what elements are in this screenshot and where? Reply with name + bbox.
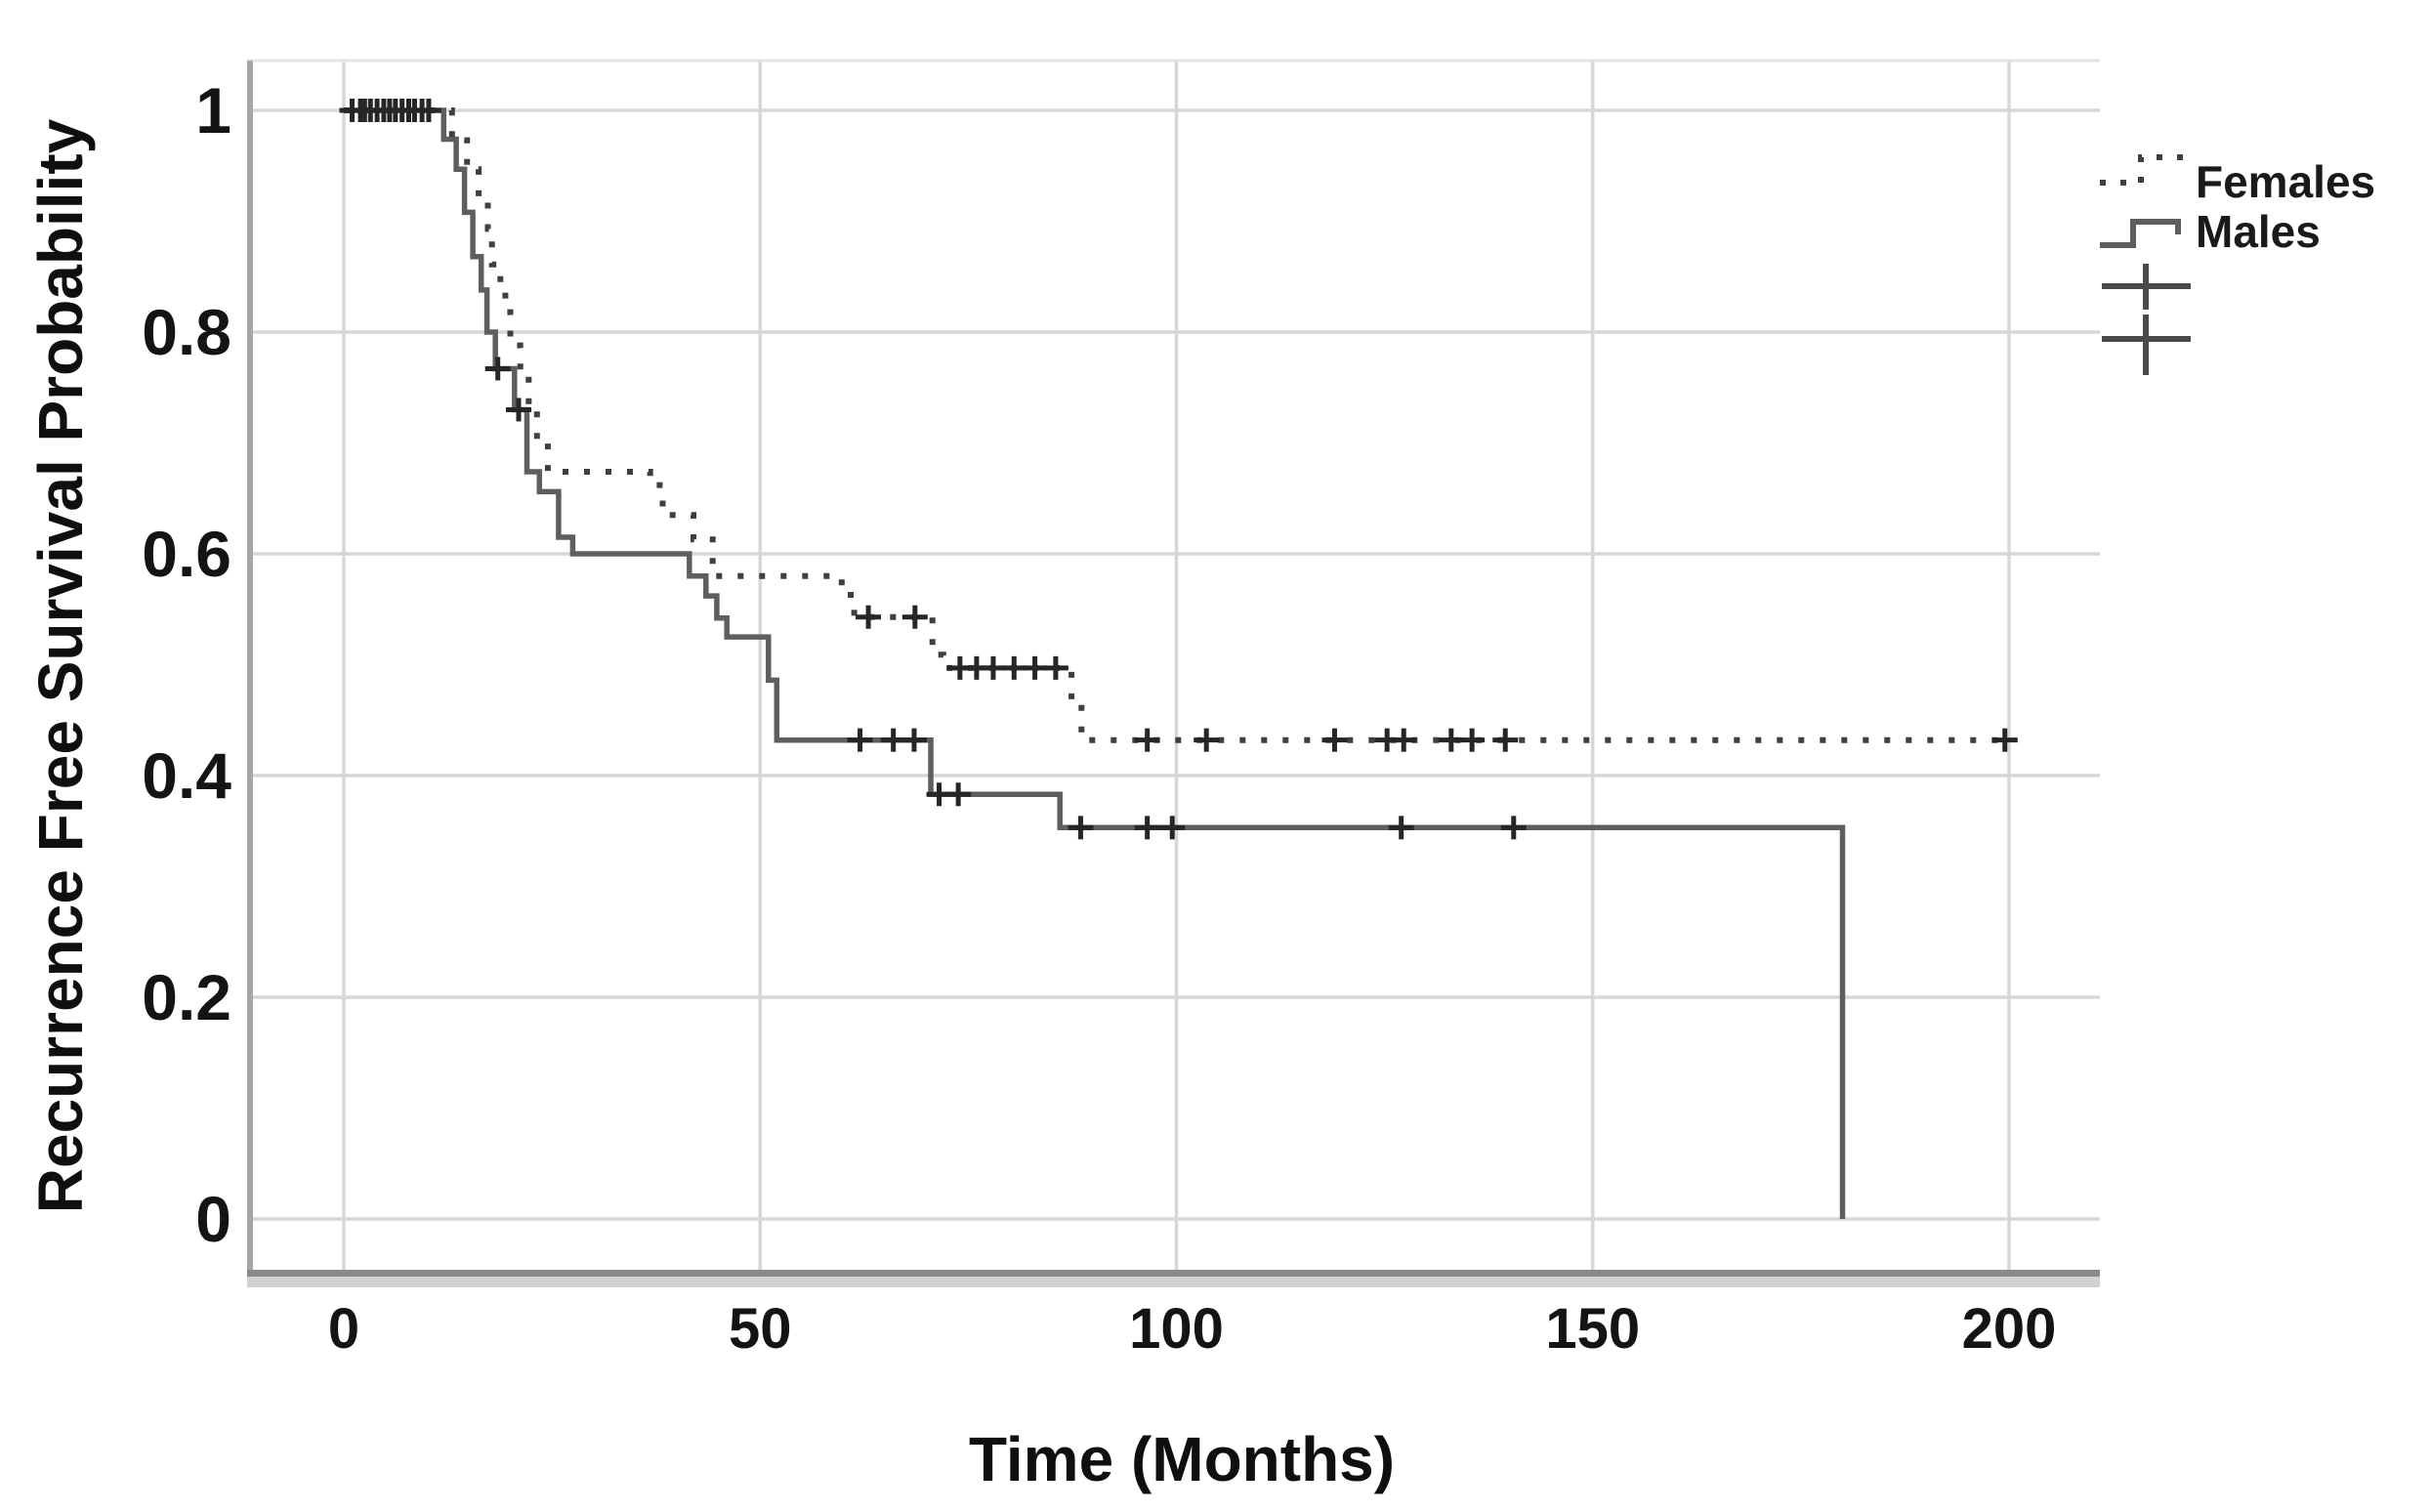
males-censor-mark (415, 99, 441, 122)
males-censor-mark (1134, 816, 1160, 840)
y-tick-label: 0.4 (142, 739, 231, 812)
females-censor-mark (856, 605, 882, 629)
censor-marks (339, 99, 2018, 840)
x-axis-line (247, 1270, 2100, 1277)
legend-label-males: Males (2196, 206, 2321, 257)
plot-frame (247, 59, 2100, 1287)
legend-censor-plus-icon (2102, 264, 2191, 310)
legend-label-females: Females (2196, 156, 2375, 207)
x-axis-band (247, 1277, 2100, 1287)
x-axis-title: Time (Months) (969, 1424, 1395, 1494)
females-censor-mark (1459, 728, 1486, 752)
x-tick-label: 100 (1129, 1297, 1224, 1361)
x-tick-label: 50 (729, 1297, 792, 1361)
females-censor-mark (1042, 655, 1068, 680)
gridlines (247, 61, 2100, 1270)
males-censor-mark (945, 782, 972, 807)
axis-tick-labels: 1 0.8 0.6 0.4 0.2 0 0 50 100 150 200 (142, 74, 2056, 1361)
x-tick-label: 150 (1545, 1297, 1640, 1361)
males-censor-mark (1500, 816, 1527, 840)
males-censor-mark (1388, 816, 1414, 840)
legend-censor-plus-icon (2102, 315, 2191, 375)
y-tick-label: 0 (195, 1183, 231, 1255)
legend-females-line-sample (2100, 154, 2186, 186)
females-censor-mark (1991, 728, 2018, 752)
y-tick-label: 0.8 (142, 296, 231, 368)
x-tick-label: 200 (1962, 1297, 2057, 1361)
males-censor-mark (484, 357, 511, 381)
males-censor-mark (506, 398, 532, 422)
males-censor-mark (847, 728, 873, 752)
females-censor-mark (1134, 728, 1160, 752)
females-censor-mark (1194, 728, 1220, 752)
females-censor-mark (1321, 728, 1348, 752)
survival-curves (344, 107, 2009, 1219)
y-tick-label: 1 (195, 74, 231, 147)
females-censor-mark (1492, 728, 1519, 752)
females-censor-mark (1391, 728, 1417, 752)
males-censor-mark (1159, 816, 1186, 840)
x-tick-label: 0 (328, 1297, 359, 1361)
males-curve (344, 107, 1846, 1219)
y-tick-label: 0.2 (142, 961, 231, 1033)
legend-males-line-sample (2100, 219, 2181, 248)
y-axis-title: Recurrence Free Survival Probability (25, 118, 96, 1213)
males-censor-mark (1068, 816, 1094, 840)
legend: Females Males (2100, 154, 2375, 375)
y-tick-label: 0.6 (142, 518, 231, 590)
axis-titles: Time (Months) Recurrence Free Survival P… (25, 118, 1395, 1494)
males-censor-mark (901, 728, 927, 752)
females-censor-mark (901, 605, 928, 629)
